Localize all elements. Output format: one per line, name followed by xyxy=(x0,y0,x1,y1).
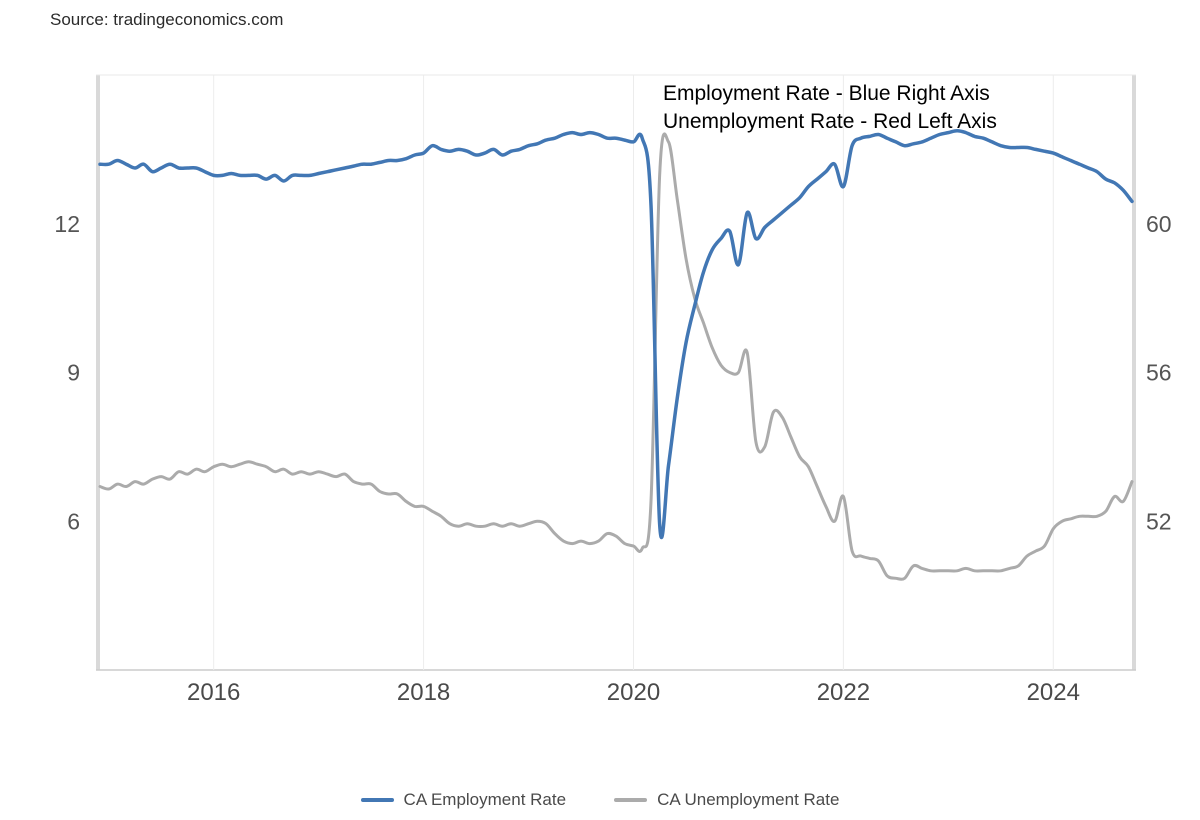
legend-item-unemployment[interactable]: CA Unemployment Rate xyxy=(614,790,839,810)
x-tick-label: 2024 xyxy=(1027,679,1080,706)
source-label: Source: tradingeconomics.com xyxy=(50,10,284,29)
legend-label-unemployment: CA Unemployment Rate xyxy=(657,790,840,809)
y-tick-label-right: 56 xyxy=(1146,360,1172,386)
legend: CA Employment Rate CA Unemployment Rate xyxy=(0,790,1200,810)
chart-canvas: 2016 2018 2020 2022 2024 12 9 6 60 56 52 Employmen… xyxy=(0,0,1200,760)
annotation-line-1: Employment Rate - Blue Right Axis xyxy=(663,82,990,105)
x-tick-label: 2018 xyxy=(397,679,450,706)
plot-right-edge xyxy=(1132,75,1136,670)
unemployment-line[interactable] xyxy=(98,132,1134,581)
y-tick-label-right: 52 xyxy=(1146,508,1172,534)
employment-line-swatch xyxy=(360,798,394,802)
plot-left-edge xyxy=(96,75,100,670)
x-tick-label: 2016 xyxy=(187,679,240,706)
y-tick-label-left: 9 xyxy=(67,360,80,386)
legend-label-employment: CA Employment Rate xyxy=(403,790,567,809)
y-tick-label-left: 12 xyxy=(54,211,80,237)
x-tick-label: 2020 xyxy=(607,679,660,706)
chart-annotation: Employment Rate - Blue Right Axis Unempl… xyxy=(663,80,997,136)
plot-area[interactable]: 2016 2018 2020 2022 2024 12 9 6 60 56 52 xyxy=(0,0,1200,760)
legend-item-employment[interactable]: CA Employment Rate xyxy=(360,790,567,810)
x-tick-label: 2022 xyxy=(817,679,870,706)
employment-line[interactable] xyxy=(98,129,1134,540)
annotation-line-2: Unemployment Rate - Red Left Axis xyxy=(663,110,997,133)
y-tick-label-right: 60 xyxy=(1146,211,1172,237)
y-tick-label-left: 6 xyxy=(67,508,80,534)
unemployment-line-swatch xyxy=(614,798,648,802)
